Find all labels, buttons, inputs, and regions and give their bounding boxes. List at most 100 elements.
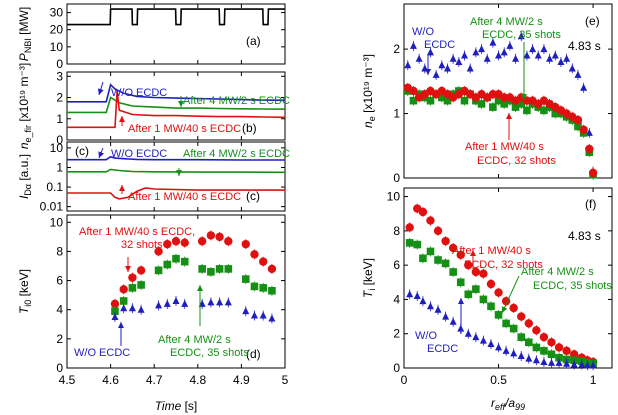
data-point-square <box>500 100 509 108</box>
data-point-triangle <box>489 38 497 46</box>
data-point-triangle <box>532 356 540 364</box>
data-point-square <box>180 257 189 266</box>
data-point-circle <box>197 237 207 246</box>
data-point-triangle <box>540 358 548 365</box>
data-point-square <box>409 96 418 105</box>
data-point-circle <box>163 239 172 249</box>
y-axis-label: IDα [a.u.] <box>17 154 33 199</box>
annotation-text-line2: ECDC, 35 shots <box>533 280 612 292</box>
data-point-square <box>259 284 267 292</box>
data-point-triangle <box>155 301 163 309</box>
data-point-circle <box>441 236 450 246</box>
series-line-1 <box>67 168 286 174</box>
y-tick-label: 0 <box>393 171 400 185</box>
data-point-square <box>154 266 163 275</box>
annotation-arrowhead <box>125 266 131 272</box>
data-point-triangle <box>259 311 267 319</box>
data-point-square <box>464 290 473 299</box>
x-tick-label: 4.7 <box>146 373 163 387</box>
y-axis-label-unit: [x10¹⁹ m⁻³] <box>17 63 31 125</box>
x-axis-label-symbol: Time <box>155 399 182 413</box>
data-point-square <box>540 347 548 355</box>
data-point-square <box>551 109 560 118</box>
data-point-circle <box>154 247 163 256</box>
data-point-circle <box>180 238 189 247</box>
panel-label: (a) <box>246 34 261 48</box>
y-tick-label: 10 <box>50 215 64 229</box>
panel-label: (d) <box>246 347 261 361</box>
y-axis-label: ne_fir [x10¹⁹ m⁻³] <box>17 63 33 149</box>
data-point-triangle <box>487 340 495 347</box>
annotation-text: After 1 MW/40 s ECDC <box>128 191 241 203</box>
annotation-text: W/O ECDC <box>74 347 130 359</box>
data-point-square <box>443 96 452 105</box>
data-point-circle <box>409 86 418 96</box>
annotation-text-line2: ECDC <box>427 343 458 355</box>
data-point-triangle <box>449 54 457 62</box>
annotation-text: W/O <box>415 330 437 342</box>
data-point-square <box>137 281 145 289</box>
x-axis-label-r: r <box>491 396 496 410</box>
y-axis-label-subscript: e_fir <box>23 125 33 143</box>
data-point-triangle <box>426 302 434 310</box>
annotation-arrowhead <box>501 306 508 313</box>
x-axis-label-slash: /a <box>504 396 515 410</box>
y-tick-label: 1 <box>56 112 63 126</box>
y-tick-label: 2 <box>56 332 63 346</box>
y-axis-label-symbol: I <box>17 195 31 199</box>
data-point-circle <box>119 285 128 294</box>
y-axis-label-unit: [keV] <box>17 269 31 300</box>
data-point-triangle <box>580 83 588 91</box>
data-point-circle <box>524 319 533 328</box>
y-tick-label: 0 <box>393 361 400 375</box>
data-point-triangle <box>464 329 472 337</box>
panel-a: 0 10 20 30 PNBI [MW] (a) <box>17 3 286 71</box>
x-axis-label-unit: [s] <box>181 399 197 413</box>
annotation-arrowhead <box>521 94 527 100</box>
y-axis-label-unit: [keV] <box>361 258 375 289</box>
data-point-triangle <box>500 48 508 56</box>
annotation-arrowhead <box>119 116 125 122</box>
data-point-square <box>489 103 497 111</box>
y-axis-label: Ti0 [keV] <box>17 269 33 314</box>
annotation-text: After 1 MW/40 s ECDC, <box>79 226 195 238</box>
data-point-triangle <box>172 296 180 304</box>
y-tick-label: 2 <box>56 91 63 105</box>
annotation-text: After 4 MW/2 s <box>521 266 594 278</box>
x-tick-label: 4.6 <box>102 373 119 387</box>
annotation-text: After 4 MW/2 s ECDC <box>183 148 290 160</box>
data-point-triangle <box>216 298 224 306</box>
y-axis-label-subscript: e <box>367 116 377 121</box>
data-point-triangle <box>585 128 593 136</box>
data-point-circle <box>573 115 583 125</box>
x-tick-label: 4.5 <box>59 373 76 387</box>
data-point-square <box>207 268 215 276</box>
data-point-triangle <box>449 317 457 325</box>
data-point-triangle <box>419 297 427 305</box>
data-point-triangle <box>568 64 576 72</box>
data-point-triangle <box>111 313 119 320</box>
annotation-text-line2: ECDC, 32 shots <box>477 155 556 167</box>
annotation-text: After 1 MW/40 s <box>452 245 531 257</box>
data-point-triangle <box>128 304 136 312</box>
panel-label-left: (c) <box>75 144 89 158</box>
x-axis-label-a-sub: 99 <box>515 402 525 412</box>
data-point-square <box>268 286 276 295</box>
data-point-triangle <box>224 298 232 306</box>
data-point-square <box>479 295 488 304</box>
data-point-circle <box>562 346 571 356</box>
y-tick-label: 8 <box>56 244 63 258</box>
y-tick-label: 10 <box>50 40 64 54</box>
annotation-arrowhead <box>176 170 182 176</box>
y-axis-label-symbol: n <box>361 121 375 128</box>
data-point-square <box>525 338 533 347</box>
data-point-triangle <box>540 45 548 53</box>
panel-a-frame <box>66 3 286 65</box>
series-line-2 <box>67 91 286 129</box>
data-point-triangle <box>506 41 514 49</box>
y-axis-label: ne [x10¹⁹ m⁻³] <box>361 54 377 128</box>
y-axis-label-symbol: P <box>17 53 31 61</box>
data-point-square <box>426 247 435 256</box>
panel-label: (c) <box>246 189 260 203</box>
